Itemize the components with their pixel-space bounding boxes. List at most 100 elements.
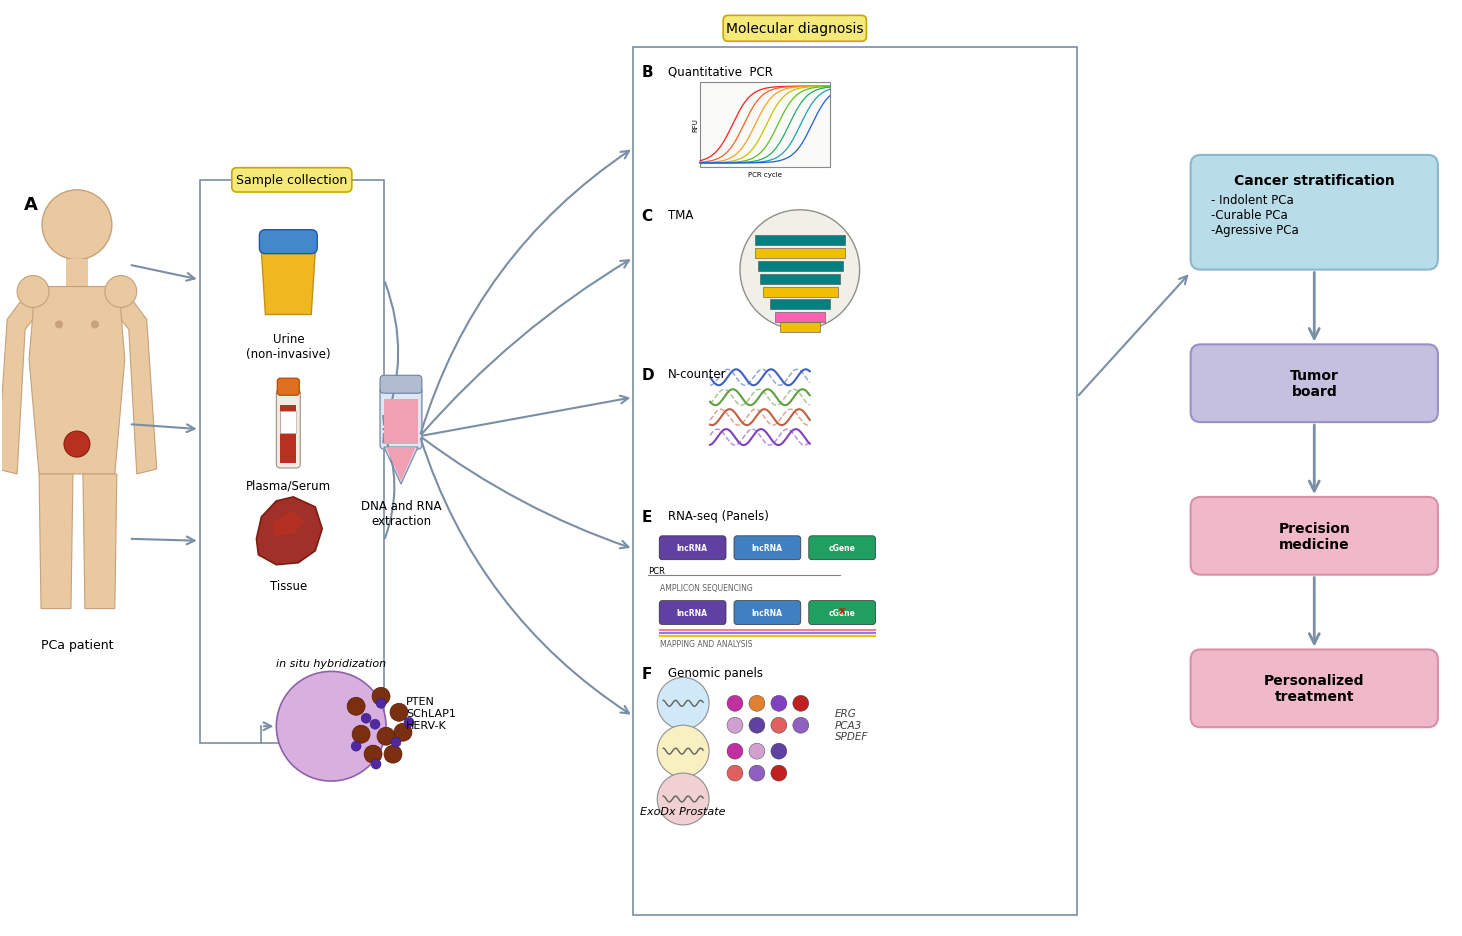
Bar: [66, 259, 88, 287]
Text: ExoDx Prostate: ExoDx Prostate: [640, 806, 727, 816]
Circle shape: [56, 321, 63, 329]
FancyBboxPatch shape: [808, 536, 876, 560]
Circle shape: [390, 704, 408, 722]
FancyBboxPatch shape: [1190, 650, 1439, 727]
Circle shape: [770, 743, 787, 759]
Circle shape: [770, 695, 787, 711]
Text: D: D: [642, 368, 654, 383]
FancyBboxPatch shape: [1190, 497, 1439, 575]
Circle shape: [749, 743, 765, 759]
FancyBboxPatch shape: [734, 536, 801, 560]
Bar: [281, 412, 297, 433]
Circle shape: [371, 759, 382, 769]
Text: cGene: cGene: [829, 544, 855, 552]
Text: cGene: cGene: [829, 608, 855, 618]
Circle shape: [371, 688, 390, 706]
Text: E: E: [642, 509, 652, 524]
Circle shape: [105, 276, 137, 308]
Text: ERG
PCA3
SPDEF: ERG PCA3 SPDEF: [835, 709, 868, 741]
Text: PTEN
SChLAP1
HERV-K: PTEN SChLAP1 HERV-K: [406, 696, 456, 730]
Circle shape: [376, 698, 386, 709]
FancyBboxPatch shape: [278, 379, 300, 396]
Circle shape: [770, 718, 787, 734]
Text: Tissue: Tissue: [269, 579, 307, 592]
Bar: [763, 287, 838, 298]
FancyBboxPatch shape: [380, 388, 423, 449]
Circle shape: [792, 695, 808, 711]
Polygon shape: [83, 475, 117, 609]
Circle shape: [370, 720, 380, 729]
Circle shape: [792, 718, 808, 734]
Text: PCR cycle: PCR cycle: [749, 171, 782, 178]
Bar: [200, 181, 385, 743]
Text: lncRNA: lncRNA: [751, 544, 782, 552]
Circle shape: [727, 766, 743, 782]
Circle shape: [276, 672, 386, 782]
Polygon shape: [105, 285, 156, 475]
Text: x: x: [839, 605, 845, 615]
Text: lncRNA: lncRNA: [677, 608, 708, 618]
Circle shape: [749, 695, 765, 711]
FancyBboxPatch shape: [808, 601, 876, 625]
Text: lncRNA: lncRNA: [751, 608, 782, 618]
Polygon shape: [256, 497, 322, 565]
FancyBboxPatch shape: [1190, 155, 1439, 271]
Text: in situ hybridization: in situ hybridization: [276, 659, 386, 668]
FancyBboxPatch shape: [1190, 345, 1439, 423]
Circle shape: [658, 678, 709, 729]
Text: lncRNA: lncRNA: [677, 544, 708, 552]
Bar: [754, 248, 845, 258]
Circle shape: [18, 276, 50, 308]
Polygon shape: [386, 447, 415, 481]
Bar: [779, 323, 820, 333]
Polygon shape: [0, 285, 50, 475]
Circle shape: [352, 725, 370, 743]
Circle shape: [351, 741, 361, 752]
Circle shape: [727, 718, 743, 734]
FancyBboxPatch shape: [734, 601, 801, 625]
Circle shape: [385, 745, 402, 763]
Circle shape: [361, 713, 371, 724]
Circle shape: [404, 718, 414, 727]
Text: C: C: [642, 209, 652, 224]
Text: Plasma/Serum: Plasma/Serum: [246, 479, 330, 492]
Text: PCR: PCR: [648, 566, 665, 576]
FancyBboxPatch shape: [380, 376, 423, 394]
Text: RFU: RFU: [692, 119, 697, 132]
Bar: [760, 274, 839, 285]
Text: AMPLICON SEQUENCING: AMPLICON SEQUENCING: [661, 583, 753, 592]
FancyBboxPatch shape: [276, 389, 300, 469]
Bar: [700, 83, 830, 168]
Text: A: A: [23, 196, 38, 213]
Text: Tumor
board: Tumor board: [1289, 369, 1339, 399]
Circle shape: [727, 743, 743, 759]
Circle shape: [42, 191, 111, 260]
FancyBboxPatch shape: [659, 536, 727, 560]
Bar: [633, 48, 1077, 914]
Text: MAPPING AND ANALYSIS: MAPPING AND ANALYSIS: [661, 640, 753, 649]
Text: Quantitative  PCR: Quantitative PCR: [668, 66, 773, 78]
Polygon shape: [29, 287, 124, 475]
FancyBboxPatch shape: [659, 601, 727, 625]
Circle shape: [64, 431, 89, 458]
Circle shape: [91, 321, 99, 329]
Text: - Indolent PCa
-Curable PCa
-Agressive PCa: - Indolent PCa -Curable PCa -Agressive P…: [1211, 194, 1298, 237]
Circle shape: [346, 697, 366, 715]
FancyBboxPatch shape: [259, 230, 317, 255]
Bar: [775, 314, 825, 323]
Text: PCa patient: PCa patient: [41, 638, 113, 651]
Bar: [281, 405, 297, 463]
FancyBboxPatch shape: [232, 168, 352, 193]
Circle shape: [377, 727, 395, 745]
Text: Precision
medicine: Precision medicine: [1278, 521, 1351, 551]
Polygon shape: [39, 475, 73, 609]
Text: B: B: [642, 66, 654, 80]
Text: RNA-seq (Panels): RNA-seq (Panels): [668, 509, 769, 522]
Text: Personalized
treatment: Personalized treatment: [1265, 674, 1364, 704]
Text: Sample collection: Sample collection: [237, 174, 348, 187]
Polygon shape: [272, 511, 304, 537]
Bar: [754, 236, 845, 245]
Text: Genomic panels: Genomic panels: [668, 666, 763, 680]
Circle shape: [740, 211, 860, 330]
Circle shape: [390, 738, 401, 747]
